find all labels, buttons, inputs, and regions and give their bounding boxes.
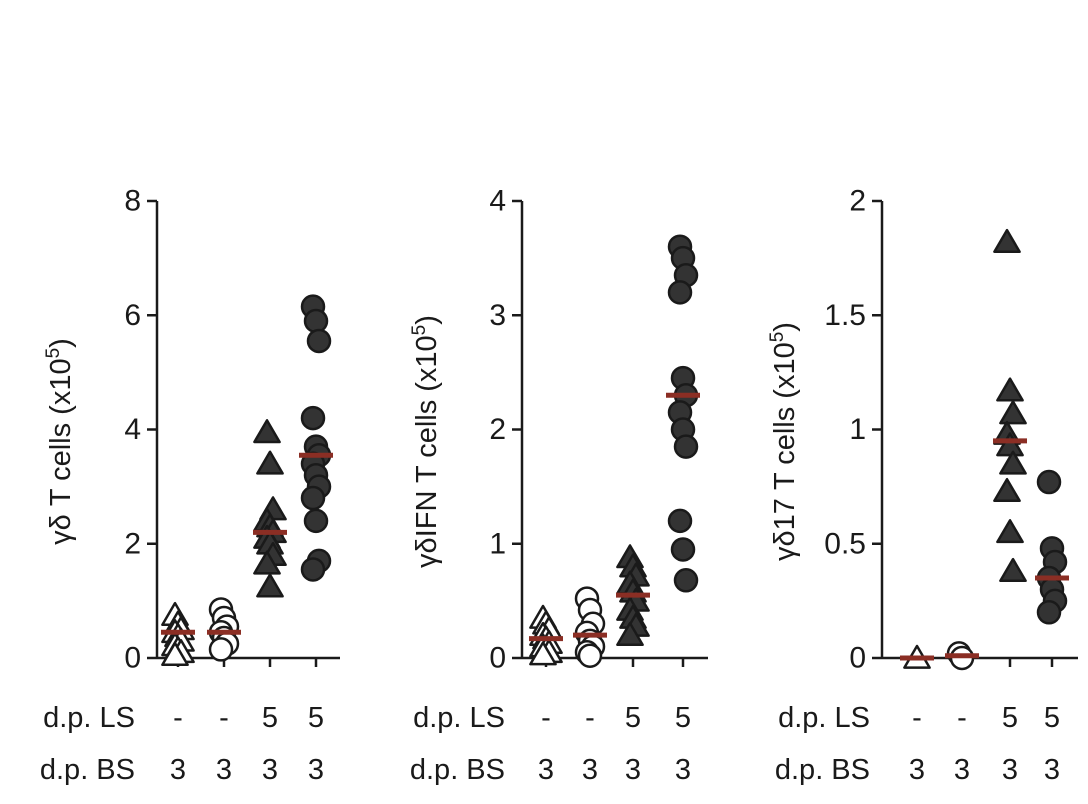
bs-value: 3 [909,754,925,786]
ls-value: - [173,702,183,734]
row-label-ls: d.p. LS [778,702,870,734]
data-point-triangle [993,477,1021,503]
panel-gd-ifn-t-cells: 0 1 2 3 4 γδIFN T cells (x105) d.p. LS d.p. BS -… [409,185,708,786]
data-point-circle [667,280,693,305]
ls-value: - [957,702,967,734]
data-point-triangle [161,641,189,666]
y-tick-label: 0 [489,642,506,675]
data-point-circle [208,637,234,662]
ls-value: 5 [675,702,691,734]
y-axis-label: γδ17 T cells (x105) [767,322,801,561]
bs-value: 3 [308,754,324,786]
data-point-circle [303,508,329,534]
data-point-triangle [996,519,1024,544]
data-point-circle [670,537,696,562]
ls-value: 5 [625,702,641,734]
y-tick-label: 2 [124,527,141,560]
data-point-circle [300,405,326,431]
bs-value: 3 [1044,754,1060,786]
y-tick-label: 0 [849,642,866,675]
row-label-bs: d.p. BS [410,754,505,786]
y-tick-label: 8 [124,185,141,218]
data-point-triangle [999,450,1027,475]
data-point-triangle [256,573,284,598]
y-tick-label: 4 [124,413,141,446]
ls-value: 5 [1044,702,1060,734]
row-label-bs: d.p. BS [775,754,870,786]
data-point-circle [306,328,332,354]
data-point-triangle [253,419,281,444]
row-label-ls: d.p. LS [43,702,135,734]
y-axis-label: γδIFN T cells (x105) [409,315,443,568]
y-tick-label: 2 [489,413,506,446]
data-point-circle [667,508,693,534]
y-tick-label: 6 [124,299,141,332]
ls-value: - [541,702,551,734]
y-tick-label: 1 [489,527,506,560]
bs-value: 3 [582,754,598,786]
y-tick-label: 3 [489,299,506,332]
y-tick-label: 1 [849,413,866,446]
ls-value: 5 [308,702,324,734]
row-label-bs: d.p. BS [40,754,135,786]
bs-value: 3 [954,754,970,786]
ls-value: - [585,702,595,734]
ls-value: 5 [1002,702,1018,734]
data-point-circle [673,434,699,459]
data-point-circle [1036,600,1062,625]
data-point-circle [1036,469,1062,495]
data-point-circle [673,568,699,593]
data-point-triangle [529,641,557,666]
y-tick-label: 1.5 [824,299,866,332]
bs-value: 3 [262,754,278,786]
y-tick-label: 4 [489,185,506,218]
bs-value: 3 [675,754,691,786]
data-point-circle [577,643,603,668]
data-point-triangle [253,550,281,575]
y-tick-label: 0 [124,642,141,675]
bs-value: 3 [170,754,186,786]
ls-value: - [219,702,229,734]
data-point-circle [300,485,326,511]
ls-value: - [912,702,922,734]
y-tick-label: 0.5 [824,527,866,560]
bs-value: 3 [1002,754,1018,786]
bs-value: 3 [538,754,554,786]
bs-value: 3 [625,754,641,786]
row-label-ls: d.p. LS [413,702,505,734]
ls-value: 5 [262,702,278,734]
data-point-triangle [996,377,1024,402]
y-tick-label: 2 [849,185,866,218]
data-point-triangle [999,557,1027,583]
data-point-triangle [993,228,1021,253]
data-point-triangle [999,400,1027,425]
data-point-circle [300,557,326,582]
data-point-triangle [616,621,644,646]
y-axis-label: γδ T cells (x105) [43,338,77,545]
bs-value: 3 [216,754,232,786]
panel-gd-t-cells: 0 2 4 6 8 γδ T cells (x105) d.p. LS d.p. BS - 3 - 3… [40,185,340,786]
data-point-triangle [256,450,284,475]
data-point-circle [303,308,329,334]
panel-gd17-t-cells: 0 0.5 1 1.5 2 γδ17 T cells (x105) d.p. LS d.p. … [767,185,1078,786]
